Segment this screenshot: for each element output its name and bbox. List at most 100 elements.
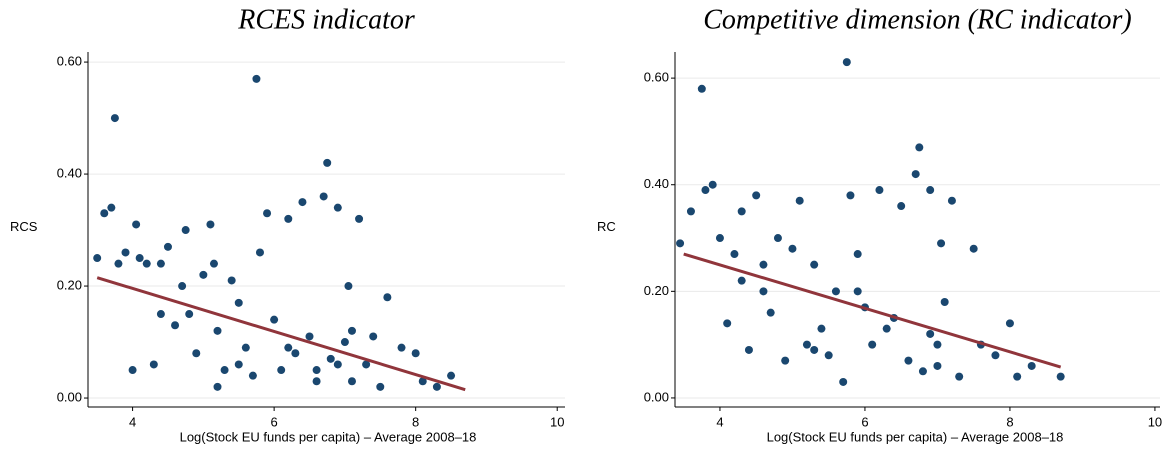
point	[897, 202, 906, 211]
point	[802, 340, 811, 349]
point	[192, 349, 201, 358]
x-tick-label: 6	[271, 414, 278, 429]
point	[788, 244, 797, 253]
point	[326, 354, 335, 363]
chart-title: Competitive dimension (RC indicator)	[703, 4, 1132, 35]
point	[114, 259, 123, 268]
y-tick-label: 0.60	[57, 54, 82, 69]
x-tick-label: 10	[1148, 414, 1162, 429]
point	[918, 367, 927, 376]
point	[110, 114, 119, 123]
point	[676, 239, 685, 248]
point	[730, 250, 739, 259]
point	[121, 248, 130, 257]
point	[795, 196, 804, 205]
point	[810, 345, 819, 354]
point	[284, 214, 293, 223]
point	[234, 360, 243, 369]
point	[376, 382, 385, 391]
point	[697, 84, 706, 93]
point	[344, 282, 353, 291]
point	[969, 244, 978, 253]
fit-line	[96, 276, 466, 392]
point	[397, 343, 406, 352]
point	[1005, 319, 1014, 328]
point	[156, 259, 165, 268]
point	[323, 158, 332, 167]
point	[686, 207, 695, 216]
point	[1027, 361, 1036, 370]
point	[340, 338, 349, 347]
point	[206, 220, 215, 229]
point	[234, 298, 243, 307]
point	[418, 377, 427, 386]
point	[955, 372, 964, 381]
point	[252, 74, 261, 83]
x-tick-label: 8	[412, 414, 419, 429]
point	[853, 287, 862, 296]
point	[752, 191, 761, 200]
point	[255, 248, 264, 257]
point	[291, 349, 300, 358]
point	[333, 203, 342, 212]
point	[817, 324, 826, 333]
y-tick-label: 0.40	[644, 176, 669, 191]
point	[284, 343, 293, 352]
point	[926, 186, 935, 195]
point	[209, 259, 218, 268]
point	[947, 196, 956, 205]
point	[411, 349, 420, 358]
point	[248, 371, 257, 380]
y-axis-label: RC	[597, 219, 616, 234]
point	[701, 186, 710, 195]
point	[933, 361, 942, 370]
point	[708, 180, 717, 189]
point	[319, 192, 328, 201]
y-axis-label: RCS	[10, 219, 38, 234]
x-tick-label: 4	[716, 414, 723, 429]
point	[737, 207, 746, 216]
chart-title: RCES indicator	[237, 4, 415, 35]
point	[744, 345, 753, 354]
point	[263, 209, 272, 218]
point	[810, 260, 819, 269]
point	[766, 308, 775, 317]
point	[171, 321, 180, 330]
point	[149, 360, 158, 369]
point	[723, 319, 732, 328]
point	[933, 340, 942, 349]
point	[220, 366, 229, 375]
point	[277, 366, 286, 375]
point	[156, 310, 165, 319]
point	[298, 198, 307, 207]
point	[355, 214, 364, 223]
point	[715, 234, 724, 243]
point	[362, 360, 371, 369]
point	[915, 143, 924, 152]
x-axis-label: Log(Stock EU funds per capita) – Average…	[180, 429, 477, 444]
point	[824, 351, 833, 360]
point	[1056, 372, 1065, 381]
point	[842, 58, 851, 67]
point	[305, 332, 314, 341]
point	[93, 254, 102, 263]
fit-line	[683, 252, 1062, 369]
point	[333, 360, 342, 369]
x-tick-label: 4	[129, 414, 136, 429]
point	[911, 170, 920, 179]
y-tick-label: 0.00	[57, 389, 82, 404]
point	[369, 332, 378, 341]
point	[846, 191, 855, 200]
point	[882, 324, 891, 333]
point	[839, 377, 848, 386]
point	[347, 377, 356, 386]
point	[447, 371, 456, 380]
point	[937, 239, 946, 248]
point	[128, 366, 137, 375]
point	[904, 356, 913, 365]
y-tick-label: 0.20	[644, 283, 669, 298]
point	[163, 242, 172, 251]
point	[107, 203, 116, 212]
